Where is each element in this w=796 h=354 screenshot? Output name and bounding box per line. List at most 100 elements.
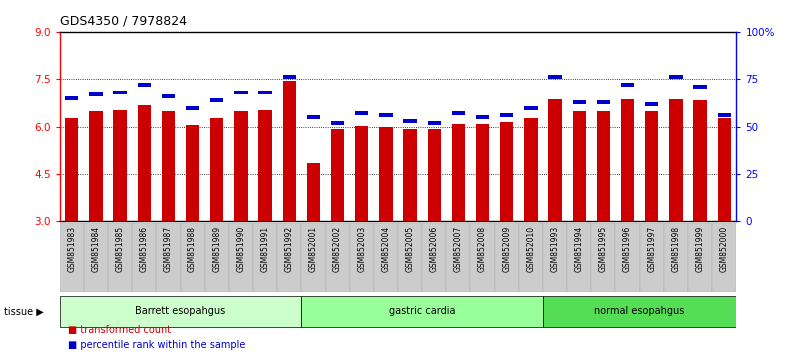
Bar — [427, 129, 441, 221]
Bar — [234, 91, 248, 95]
Bar — [374, 223, 398, 292]
Bar — [283, 75, 296, 79]
Bar — [500, 122, 513, 221]
Text: Barrett esopahgus: Barrett esopahgus — [135, 306, 225, 316]
Bar — [355, 126, 369, 221]
Bar — [60, 296, 302, 327]
Bar — [470, 223, 494, 292]
Bar — [186, 125, 199, 221]
Text: gastric cardia: gastric cardia — [389, 306, 455, 316]
Bar — [283, 81, 296, 221]
Text: GSM851997: GSM851997 — [647, 226, 656, 272]
Bar — [65, 118, 79, 221]
Bar — [60, 223, 84, 292]
Bar — [132, 223, 156, 292]
Bar — [567, 223, 591, 292]
Bar — [525, 106, 537, 109]
Bar — [277, 223, 302, 292]
Text: GSM852000: GSM852000 — [720, 226, 728, 272]
Bar — [669, 99, 682, 221]
Bar — [494, 223, 519, 292]
Bar — [597, 100, 610, 104]
Bar — [162, 112, 175, 221]
Text: GSM852002: GSM852002 — [333, 226, 342, 272]
Text: GSM851984: GSM851984 — [92, 226, 100, 272]
Text: GSM851999: GSM851999 — [696, 226, 704, 272]
Bar — [693, 85, 707, 89]
Bar — [543, 296, 736, 327]
Text: ■ transformed count: ■ transformed count — [68, 325, 171, 335]
Bar — [572, 100, 586, 104]
Bar — [306, 115, 320, 119]
Text: GSM852004: GSM852004 — [381, 226, 390, 272]
Text: GSM852009: GSM852009 — [502, 226, 511, 272]
Bar — [693, 100, 707, 221]
Bar — [645, 112, 658, 221]
Bar — [302, 296, 543, 327]
Bar — [138, 83, 151, 87]
Bar — [525, 118, 537, 221]
Bar — [640, 223, 664, 292]
Text: GSM851994: GSM851994 — [575, 226, 583, 272]
Bar — [572, 112, 586, 221]
Bar — [452, 112, 465, 115]
Bar — [717, 113, 731, 117]
Bar — [404, 129, 417, 221]
Bar — [615, 223, 640, 292]
Bar — [114, 110, 127, 221]
Bar — [259, 91, 271, 95]
Text: GSM851990: GSM851990 — [236, 226, 245, 272]
Bar — [476, 124, 490, 221]
Text: GSM851993: GSM851993 — [551, 226, 560, 272]
Bar — [234, 112, 248, 221]
Text: GSM852010: GSM852010 — [526, 226, 536, 272]
Bar — [398, 223, 422, 292]
Bar — [89, 92, 103, 96]
Text: GSM852001: GSM852001 — [309, 226, 318, 272]
Text: GSM851996: GSM851996 — [623, 226, 632, 272]
Bar — [306, 164, 320, 221]
Bar — [476, 115, 490, 119]
Bar — [621, 99, 634, 221]
Bar — [427, 121, 441, 125]
Bar — [591, 223, 615, 292]
Text: GSM852003: GSM852003 — [357, 226, 366, 272]
Bar — [543, 223, 567, 292]
Bar — [302, 223, 326, 292]
Text: GSM851987: GSM851987 — [164, 226, 173, 272]
Bar — [447, 223, 470, 292]
Text: GSM851992: GSM851992 — [285, 226, 294, 272]
Bar — [259, 110, 271, 221]
Text: GDS4350 / 7978824: GDS4350 / 7978824 — [60, 14, 187, 27]
Bar — [548, 99, 562, 221]
Bar — [379, 113, 392, 117]
Text: GSM852006: GSM852006 — [430, 226, 439, 272]
Bar — [355, 112, 369, 115]
Bar — [186, 106, 199, 109]
Bar — [597, 112, 610, 221]
Text: ■ percentile rank within the sample: ■ percentile rank within the sample — [68, 341, 245, 350]
Text: GSM851989: GSM851989 — [213, 226, 221, 272]
Text: GSM851985: GSM851985 — [115, 226, 125, 272]
Bar — [205, 223, 229, 292]
Bar — [645, 102, 658, 106]
Bar — [404, 119, 417, 123]
Bar — [422, 223, 447, 292]
Bar — [331, 121, 344, 125]
Bar — [712, 223, 736, 292]
Bar — [89, 112, 103, 221]
Bar — [326, 223, 349, 292]
Text: GSM851983: GSM851983 — [68, 226, 76, 272]
Text: GSM851991: GSM851991 — [260, 226, 270, 272]
Text: tissue ▶: tissue ▶ — [4, 307, 44, 316]
Bar — [253, 223, 277, 292]
Bar — [181, 223, 205, 292]
Bar — [669, 75, 682, 79]
Text: GSM851998: GSM851998 — [671, 226, 681, 272]
Bar — [379, 127, 392, 221]
Bar — [210, 98, 224, 102]
Bar — [65, 96, 79, 100]
Bar — [548, 75, 562, 79]
Bar — [717, 118, 731, 221]
Bar — [84, 223, 108, 292]
